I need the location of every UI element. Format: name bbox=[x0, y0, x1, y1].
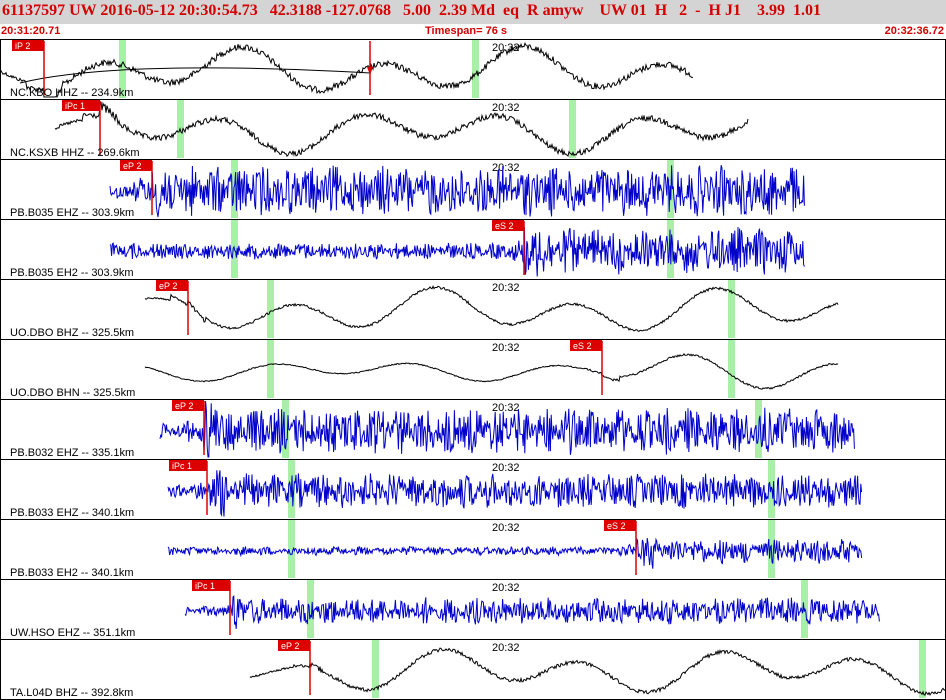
phase-marker-bar bbox=[372, 640, 379, 698]
waveform-trace bbox=[144, 285, 839, 332]
pick-label: eS 2 bbox=[607, 521, 626, 531]
pick-flag bbox=[156, 280, 188, 291]
pick-label: iP 2 bbox=[15, 41, 30, 51]
waveform-trace bbox=[144, 353, 839, 390]
trace-panel[interactable]: 20:32 eP 2 TA.L04D BHZ -- 392.8km bbox=[0, 639, 946, 700]
pick-label: eP 2 bbox=[159, 281, 177, 291]
pick-label: eP 2 bbox=[281, 641, 299, 651]
trace-panel[interactable]: 20:32 eS 2 UO.DBO BHN -- 325.5km bbox=[0, 339, 946, 400]
pick-label: iPc 1 bbox=[65, 101, 85, 111]
trace-panel[interactable]: 20:32 iPc 1 NC.KSXB HHZ -- 269.6km bbox=[0, 99, 946, 160]
minute-label: 20:32 bbox=[492, 102, 520, 114]
station-label: UO.DBO BHZ -- 325.5km bbox=[10, 327, 134, 339]
station-label: PB.B033 EH2 -- 340.1km bbox=[10, 567, 134, 579]
waveform-trace bbox=[184, 595, 880, 629]
phase-marker-bar bbox=[119, 40, 126, 98]
phase-marker-bar bbox=[231, 160, 238, 218]
pick-label: iPc 1 bbox=[172, 461, 192, 471]
pick-label: eS 2 bbox=[573, 341, 592, 351]
phase-marker-bar bbox=[288, 520, 295, 578]
waveform-trace bbox=[0, 41, 694, 98]
station-label: PB.B033 EHZ -- 340.1km bbox=[10, 507, 134, 519]
minute-label: 20:32 bbox=[492, 282, 520, 294]
phase-marker-bar bbox=[307, 580, 314, 638]
pick-label: eS 2 bbox=[495, 221, 514, 231]
trace-panel[interactable]: 20:32 eP 2 PB.B032 EHZ -- 335.1km bbox=[0, 399, 946, 460]
pick-flag bbox=[604, 520, 636, 531]
end-time-label: 20:32:36.72 bbox=[884, 25, 944, 37]
trace-panel[interactable]: 20:32 eP 2 PB.B035 EHZ -- 303.9km bbox=[0, 159, 946, 220]
phase-marker-bar bbox=[919, 640, 926, 698]
minute-label: 20:32 bbox=[492, 342, 520, 354]
station-label: TA.L04D BHZ -- 392.8km bbox=[10, 687, 133, 699]
panel-border bbox=[0, 99, 946, 160]
minute-label: 20:32 bbox=[492, 642, 520, 654]
start-time-label: 20:31:20.71 bbox=[1, 25, 61, 37]
minute-label: 20:32 bbox=[492, 402, 520, 414]
pick-flag bbox=[12, 40, 44, 51]
waveform-trace bbox=[249, 647, 946, 696]
seismogram-panel[interactable]: 20:32 iP 2 NC.KBO HHZ -- 234.9km 20:32 iPc 1… bbox=[0, 39, 946, 700]
phase-marker-bar bbox=[801, 580, 808, 638]
event-header-bar: 61137597 UW 2016-05-12 20:30:54.73 42.31… bbox=[0, 0, 946, 24]
timespan-label: Timespan= 76 s bbox=[425, 25, 508, 37]
panel-border bbox=[0, 279, 946, 340]
minute-label: 20:32 bbox=[492, 462, 520, 474]
phase-marker-bar bbox=[472, 40, 479, 98]
waveform-trace bbox=[109, 227, 805, 277]
pick-flag bbox=[278, 640, 310, 651]
phase-marker-bar bbox=[728, 280, 735, 338]
pick-flag bbox=[570, 340, 602, 351]
trace-panel[interactable]: 20:32 iPc 1 PB.B033 EHZ -- 340.1km bbox=[0, 459, 946, 520]
waveform-trace bbox=[167, 537, 863, 569]
pick-flag bbox=[120, 160, 152, 171]
trace-panel[interactable]: 20:32 iPc 1 UW.HSO EHZ -- 351.1km bbox=[0, 579, 946, 640]
pick-flag bbox=[492, 220, 524, 231]
waveform-trace bbox=[54, 101, 749, 158]
waveform-trace bbox=[109, 165, 805, 218]
pick-flag bbox=[172, 400, 204, 411]
phase-marker-bar bbox=[267, 340, 274, 398]
minute-label: 20:32 bbox=[492, 162, 520, 174]
pick-label: iPc 1 bbox=[195, 581, 215, 591]
phase-marker-bar bbox=[267, 280, 274, 338]
trace-panel[interactable]: 20:32 eP 2 UO.DBO BHZ -- 325.5km bbox=[0, 279, 946, 340]
pick-flag bbox=[169, 460, 207, 471]
waveform-trace bbox=[167, 470, 863, 517]
minute-label: 20:32 bbox=[492, 582, 520, 594]
trace-panel[interactable]: 20:32 eS 2 PB.B033 EH2 -- 340.1km bbox=[0, 519, 946, 580]
event-summary-line: 61137597 UW 2016-05-12 20:30:54.73 42.31… bbox=[2, 2, 821, 19]
station-label: PB.B032 EHZ -- 335.1km bbox=[10, 447, 134, 459]
minute-label: 20:32 bbox=[492, 522, 520, 534]
panel-border bbox=[0, 339, 946, 400]
phase-marker-bar bbox=[728, 340, 735, 398]
panel-border bbox=[0, 639, 946, 700]
pick-label: eP 2 bbox=[123, 161, 141, 171]
time-bar bbox=[0, 24, 946, 39]
station-label: NC.KSXB HHZ -- 269.6km bbox=[10, 147, 140, 159]
phase-marker-bar bbox=[569, 100, 576, 158]
amplitude-envelope-curve bbox=[19, 67, 371, 84]
waveform-trace bbox=[159, 400, 855, 458]
minute-label: 20:32 bbox=[492, 42, 520, 54]
station-label: NC.KBO HHZ -- 234.9km bbox=[10, 87, 133, 99]
station-label: PB.B035 EHZ -- 303.9km bbox=[10, 207, 134, 219]
trace-panel[interactable]: 20:32 iP 2 NC.KBO HHZ -- 234.9km bbox=[0, 39, 946, 100]
phase-marker-bar bbox=[282, 400, 289, 458]
panel-border bbox=[0, 219, 946, 280]
pick-arrow-icon bbox=[367, 67, 373, 75]
pick-label: eP 2 bbox=[175, 401, 193, 411]
station-label: UW.HSO EHZ -- 351.1km bbox=[10, 627, 135, 639]
pick-flag bbox=[62, 100, 100, 111]
station-label: PB.B035 EH2 -- 303.9km bbox=[10, 267, 134, 279]
pick-flag bbox=[192, 580, 230, 591]
station-label: UO.DBO BHN -- 325.5km bbox=[10, 387, 135, 399]
